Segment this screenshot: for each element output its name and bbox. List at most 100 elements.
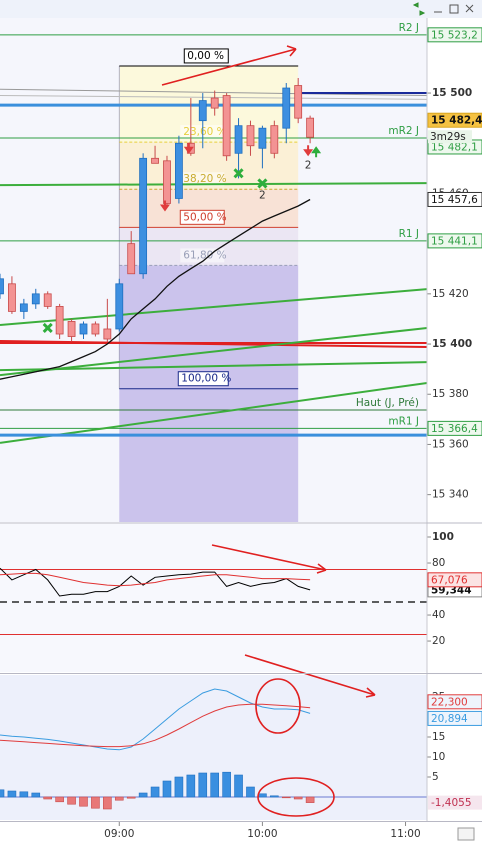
histogram-bar (67, 796, 76, 805)
fib-label: 0,00 % (187, 50, 224, 62)
candle-body (151, 157, 159, 164)
signal-arrow-down (303, 145, 314, 157)
osc-panel-bg (0, 524, 427, 672)
candle-body (103, 328, 112, 340)
candle-body (222, 95, 231, 157)
moving-average (0, 198, 311, 380)
macd-panel-bg (0, 675, 427, 820)
histogram-bar (198, 772, 208, 798)
x-tick-label: 10:00 (247, 828, 277, 840)
oscillator-value: 67,076 (431, 574, 468, 586)
countdown: 3m29s (430, 131, 466, 143)
candle-body (0, 278, 4, 295)
fib-label-box (177, 371, 229, 387)
level-value: 15 441,1 (431, 235, 478, 247)
ma-value-box (427, 191, 482, 207)
oscillator-line (0, 572, 311, 587)
histogram-bar (258, 793, 267, 798)
y-tick-label: 15 340 (432, 489, 469, 501)
close-button[interactable] (465, 4, 474, 13)
trend-arrow (244, 654, 376, 698)
scale-button[interactable] (457, 827, 475, 841)
fib-label-box (183, 48, 229, 64)
signal-cross (257, 178, 268, 189)
histogram-bar (162, 780, 172, 798)
macd-value-box (427, 694, 482, 710)
y-tick-label: 15 400 (432, 338, 472, 350)
trend-arrow (161, 45, 297, 86)
histogram-bar (91, 796, 100, 809)
histogram-bar (103, 796, 112, 810)
histogram-bar (126, 796, 136, 799)
y-tick-label: 15 (432, 731, 445, 743)
oscillator-value-box (427, 572, 482, 588)
level-value: 15 366,4 (431, 423, 478, 435)
fib-label-box (179, 209, 225, 225)
histogram-bar (270, 795, 279, 798)
signal-cross (42, 322, 53, 334)
candle-body (79, 323, 88, 335)
signal-arrow-down (159, 200, 170, 212)
histogram-bar (55, 796, 64, 803)
sync-icon[interactable] (412, 2, 426, 16)
fib-label: 50,00 % (183, 211, 226, 223)
drawn-line (0, 182, 428, 187)
macd-value: 22,300 (431, 696, 468, 708)
macd-value-box (427, 710, 482, 726)
histogram-bar (19, 791, 29, 798)
y-tick-label: 15 500 (432, 87, 472, 99)
histogram-bar (31, 792, 41, 798)
histogram-bar (79, 796, 88, 807)
candle-body (258, 127, 267, 149)
title-bar (0, 0, 482, 18)
fib-label: 61,80 % (183, 249, 226, 261)
drawn-line (0, 381, 428, 444)
histogram-bar (222, 771, 231, 798)
highlight-circle (257, 777, 335, 817)
candle-body (139, 157, 148, 275)
window-controls (412, 2, 474, 16)
level-name: Haut (J, Pré) (356, 397, 419, 409)
level-value: 15 523,2 (431, 29, 478, 41)
signal-arrow-down (183, 142, 194, 154)
histogram-bar (43, 796, 53, 800)
fib-label-box (180, 172, 225, 187)
countdown-box (428, 130, 472, 144)
y-tick-label: 100 (432, 531, 454, 543)
candle-body (246, 125, 255, 147)
y-tick-label: 10 (432, 751, 445, 763)
signal-arrow-up (311, 146, 322, 158)
x-tick-label: 11:00 (390, 828, 420, 840)
candle-body (31, 293, 40, 305)
macd-line (0, 703, 311, 748)
candle-body (210, 97, 219, 109)
histogram-bar (186, 774, 196, 798)
last-price-box (427, 112, 482, 128)
signal-count: 2 (305, 159, 312, 171)
candle-body (306, 117, 315, 138)
histogram-bar (246, 786, 255, 798)
oscillator-value: 59,344 (431, 584, 472, 596)
level-value-box (427, 233, 482, 249)
drawn-line (0, 88, 428, 97)
candle-body (175, 142, 183, 199)
level-name: mR2 J (388, 125, 419, 137)
y-tick-label: 15 360 (432, 438, 469, 450)
histogram-bar (234, 774, 243, 798)
histogram-bar (150, 786, 160, 798)
fib-label: 100,00 % (181, 373, 231, 385)
annotations (161, 45, 376, 817)
level-value: 15 482,1 (431, 141, 478, 153)
y-tick-label: 15 380 (432, 388, 469, 400)
maximize-button[interactable] (449, 4, 459, 14)
y-tick-label: 80 (432, 557, 445, 569)
y-tick-label: 20 (432, 635, 445, 647)
level-name: R1 J (399, 228, 419, 240)
histogram-value-box (428, 795, 482, 810)
candle-body (270, 125, 279, 154)
histogram-bar (210, 772, 219, 798)
fib-label: 23,60 % (183, 126, 226, 138)
candle-body (163, 160, 171, 204)
